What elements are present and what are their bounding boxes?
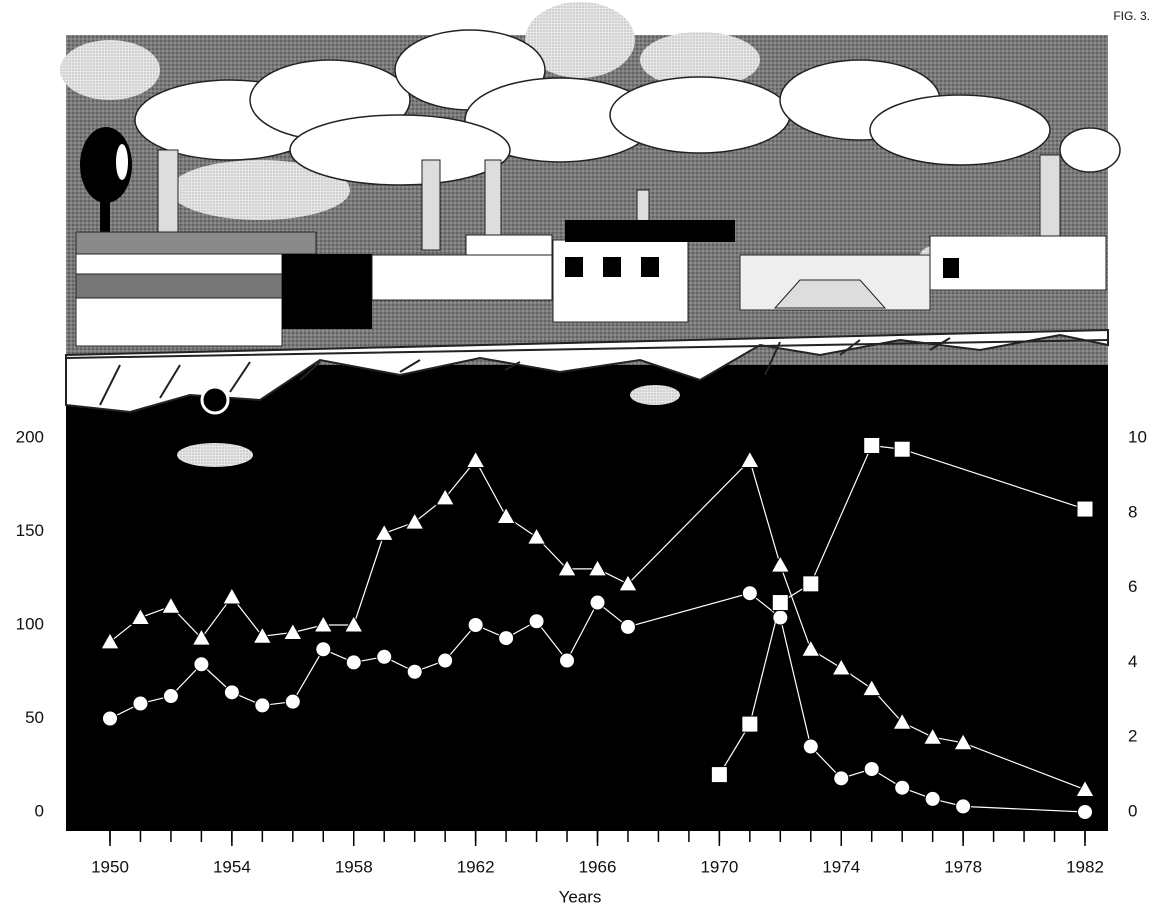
figure-label: FIG. 3. xyxy=(1113,9,1150,23)
square-marker xyxy=(772,595,788,611)
circle-marker xyxy=(346,655,361,670)
circle-marker xyxy=(316,642,331,657)
circle-marker xyxy=(620,619,635,634)
circle-marker xyxy=(133,696,148,711)
circle-marker xyxy=(895,780,910,795)
square-marker xyxy=(711,767,727,783)
x-tick-label: 1962 xyxy=(457,857,495,876)
circle-marker xyxy=(224,685,239,700)
page: {"chart_data": {"type": "line", "figure_… xyxy=(0,0,1152,914)
illustration xyxy=(60,2,1120,830)
y-tick-label: 200 xyxy=(16,427,44,446)
x-tick-label: 1958 xyxy=(335,857,373,876)
circle-marker xyxy=(560,653,575,668)
circle-marker xyxy=(499,631,514,646)
circle-marker xyxy=(925,791,940,806)
y2-tick-label: 4 xyxy=(1128,652,1137,671)
circle-marker xyxy=(163,689,178,704)
circle-marker xyxy=(529,614,544,629)
x-tick-label: 1954 xyxy=(213,857,251,876)
y2-tick-label: 10 xyxy=(1128,427,1147,446)
circle-marker xyxy=(864,761,879,776)
y-tick-label: 50 xyxy=(25,708,44,727)
y2-tick-label: 8 xyxy=(1128,502,1137,521)
circle-marker xyxy=(803,739,818,754)
x-tick-label: 1974 xyxy=(822,857,860,876)
circle-marker xyxy=(1078,805,1093,820)
y-tick-label: 100 xyxy=(16,614,44,633)
square-marker xyxy=(894,441,910,457)
x-tick-label: 1982 xyxy=(1066,857,1104,876)
square-marker xyxy=(803,576,819,592)
y-tick-label: 150 xyxy=(16,521,44,540)
y-tick-label: 0 xyxy=(35,801,44,820)
circle-marker xyxy=(103,711,118,726)
circle-marker xyxy=(255,698,270,713)
circle-marker xyxy=(956,799,971,814)
x-tick-label: 1966 xyxy=(579,857,617,876)
chart: FIG. 3. Years 1950 1954 1958 1962 1966 1970 19… xyxy=(0,0,1152,909)
circle-marker xyxy=(194,657,209,672)
circle-marker xyxy=(742,586,757,601)
x-axis-label: Years xyxy=(559,887,602,906)
x-tick-label: 1970 xyxy=(700,857,738,876)
circle-marker xyxy=(377,649,392,664)
circle-marker xyxy=(834,771,849,786)
square-marker xyxy=(1077,501,1093,517)
circle-marker xyxy=(468,618,483,633)
circle-marker xyxy=(438,653,453,668)
square-marker xyxy=(864,437,880,453)
circle-marker xyxy=(407,664,422,679)
circle-marker xyxy=(285,694,300,709)
x-tick-label: 1950 xyxy=(91,857,129,876)
x-tick-label: 1978 xyxy=(944,857,982,876)
circle-marker xyxy=(590,595,605,610)
y2-tick-label: 6 xyxy=(1128,577,1137,596)
y2-tick-label: 0 xyxy=(1128,801,1137,820)
square-marker xyxy=(742,716,758,732)
y2-tick-label: 2 xyxy=(1128,727,1137,746)
